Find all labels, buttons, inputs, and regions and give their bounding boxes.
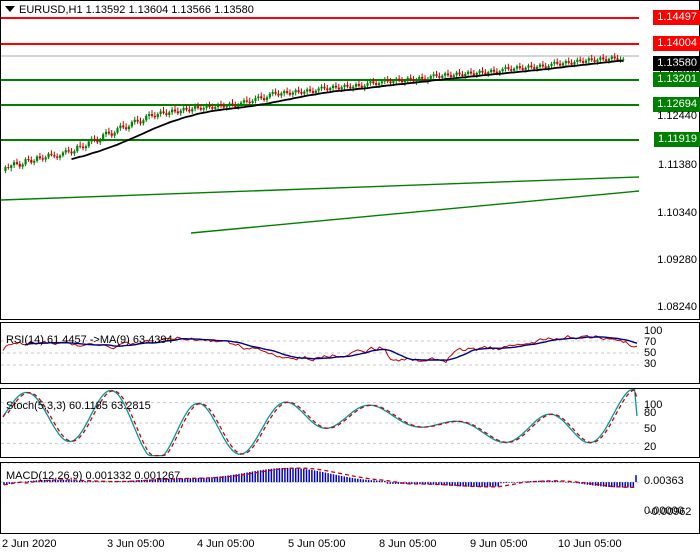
time-label-1: 3 Jun 05:00 (107, 538, 165, 550)
price-label-1-13580[interactable]: 1.13580 (653, 56, 700, 71)
triangle-down-icon[interactable] (5, 6, 15, 13)
rsi-plot-area[interactable] (1, 323, 699, 383)
price-plot-area[interactable] (1, 1, 699, 319)
macd-label-text: MACD(12,26,9) 0.001332 0.001267 (6, 470, 181, 482)
price-label-1-09280[interactable]: 1.09280 (657, 254, 697, 266)
symbol-header[interactable]: EURUSD,H1 1.13592 1.13604 1.13566 1.1358… (5, 4, 254, 16)
price-axis[interactable]: 1.14497 1.14004 1.13580 1.13480 1.13201 1.126… (638, 0, 700, 320)
time-label-6: 10 Jun 05:00 (558, 538, 622, 550)
macd-scale-0_00363: 0.00363 (644, 475, 684, 487)
time-label-3: 5 Jun 05:00 (288, 538, 346, 550)
stochastic-scale-100: 100 (644, 399, 663, 411)
symbol-header-text: EURUSD,H1 1.13592 1.13604 1.13566 1.1358… (19, 4, 254, 16)
price-label-1-10340[interactable]: 1.10340 (657, 207, 697, 219)
stochastic-scale-50: 50 (644, 423, 657, 435)
time-label-4: 8 Jun 05:00 (379, 538, 437, 550)
stochastic-scale: 100 80 50 20 (640, 388, 700, 458)
time-label-5: 9 Jun 05:00 (470, 538, 528, 550)
price-label-1-11919[interactable]: 1.11919 (654, 132, 700, 147)
macd-scale: 0.00363 0.00000 -0.00962 (640, 462, 700, 534)
price-label-1-14497[interactable]: 1.14497 (653, 10, 700, 25)
price-label-1-08240[interactable]: 1.08240 (657, 301, 697, 313)
time-label-0: 2 Jun 2020 (2, 538, 57, 550)
rsi-label-text: RSI(14) 61.4457 ->MA(9) 63.4394 (6, 334, 173, 346)
stochastic-label: Stoch(5,3,3) 60.1185 63.2815 (6, 400, 151, 412)
price-label-1-14004[interactable]: 1.14004 (653, 36, 700, 51)
rsi-label: RSI(14) 61.4457 ->MA(9) 63.4394 (6, 334, 173, 346)
price-chart-panel[interactable] (0, 0, 700, 320)
rsi-scale-100: 100 (644, 325, 663, 337)
price-label-1-11380[interactable]: 1.11380 (658, 159, 697, 171)
macd-panel[interactable] (0, 462, 700, 534)
rsi-scale: 100 70 50 30 (640, 322, 700, 384)
price-label-1-12694[interactable]: 1.12694 (653, 97, 700, 112)
rsi-scale-70: 70 (644, 336, 657, 348)
macd-scale-0_00000: 0.00000 (644, 505, 684, 517)
rsi-scale-50: 50 (644, 347, 657, 359)
macd-scale-_0_00962: -0.00962 (648, 506, 692, 518)
macd-label: MACD(12,26,9) 0.001332 0.001267 (6, 470, 180, 482)
stochastic-panel[interactable] (0, 388, 700, 458)
time-label-2: 4 Jun 05:00 (197, 538, 255, 550)
rsi-panel[interactable] (0, 322, 700, 384)
price-label-1-13201[interactable]: 1.13201 (653, 72, 700, 87)
stochastic-scale-80: 80 (644, 407, 657, 419)
rsi-scale-30: 30 (644, 358, 657, 370)
stochastic-label-text: Stoch(5,3,3) 60.1185 63.2815 (6, 400, 151, 412)
stochastic-scale-20: 20 (644, 441, 657, 453)
stochastic-plot-area[interactable] (1, 389, 699, 457)
price-label-1-12440[interactable]: 1.12440 (657, 110, 697, 122)
time-axis[interactable]: 2 Jun 2020 3 Jun 05:00 4 Jun 05:00 5 Jun 05… (0, 536, 700, 560)
macd-plot-area[interactable] (1, 463, 699, 533)
